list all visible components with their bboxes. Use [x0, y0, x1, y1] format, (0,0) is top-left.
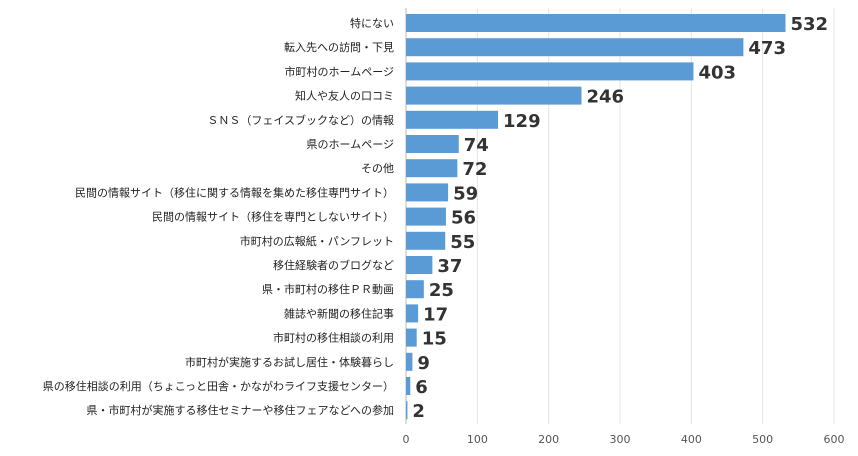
value-label: 55 — [450, 232, 475, 253]
category-label: 市町村が実施するお試し居住・体験暮らし — [185, 355, 394, 369]
category-label: 市町村のホームページ — [285, 64, 394, 78]
bar — [406, 401, 408, 420]
bar — [406, 352, 413, 371]
category-label: 県・市町村の移住ＰＲ動画 — [262, 282, 394, 296]
bar — [406, 14, 786, 32]
x-axis-ticks: 0 100 200 300 400 500 600 — [403, 433, 845, 446]
bar — [406, 304, 419, 323]
bar — [406, 256, 433, 274]
bar — [406, 183, 449, 202]
category-label: 県の移住相談の利用（ちょこっと田舎・かながわライフ支援センター） — [43, 379, 394, 393]
category-label: 民間の情報サイト（移住に関する情報を集めた移住専門サイト） — [75, 185, 394, 199]
value-label: 25 — [429, 280, 454, 301]
bars — [406, 14, 786, 420]
category-label: その他 — [361, 162, 394, 175]
bar — [406, 328, 417, 347]
category-label: 県のホームページ — [307, 138, 394, 151]
value-label: 15 — [422, 329, 447, 350]
bar — [406, 207, 446, 226]
bar — [406, 377, 411, 395]
value-label: 473 — [748, 38, 786, 59]
value-label: 56 — [451, 208, 476, 229]
x-tick-label: 600 — [824, 433, 845, 446]
value-label: 17 — [423, 304, 448, 325]
category-label: 特にない — [350, 16, 394, 30]
x-tick-label: 0 — [403, 433, 410, 446]
bar — [406, 280, 424, 299]
x-tick-label: 400 — [681, 433, 702, 446]
bar — [406, 110, 499, 129]
category-label: 知人や友人の口コミ — [295, 89, 394, 103]
category-label: 転入先への訪問・下見 — [284, 40, 394, 54]
category-label: 市町村の移住相談の利用 — [273, 331, 394, 345]
x-tick-label: 200 — [538, 433, 559, 446]
category-label: 民間の情報サイト（移住を専門としないサイト） — [152, 210, 394, 224]
bar — [406, 159, 458, 178]
value-label: 9 — [417, 353, 430, 374]
x-tick-label: 300 — [610, 433, 631, 446]
value-label: 2 — [412, 401, 425, 422]
value-label: 246 — [586, 87, 624, 108]
category-label: 市町村の広報紙・パンフレット — [240, 234, 394, 248]
category-label: ＳＮＳ（フェイスブックなど）の情報 — [207, 113, 394, 127]
value-label: 403 — [698, 62, 736, 83]
bar — [406, 135, 459, 153]
value-label: 37 — [437, 256, 462, 277]
bar — [406, 62, 694, 81]
bar — [406, 86, 582, 105]
x-tick-label: 100 — [467, 433, 488, 446]
category-label: 移住経験者のブログなど — [273, 258, 394, 272]
bar — [406, 38, 744, 57]
bar — [406, 231, 446, 250]
value-label: 129 — [503, 111, 541, 132]
value-label: 72 — [462, 159, 487, 180]
x-tick-label: 500 — [752, 433, 773, 446]
value-label: 6 — [415, 377, 428, 398]
value-label: 59 — [453, 183, 478, 204]
value-label: 74 — [464, 135, 489, 156]
value-label: 532 — [790, 14, 828, 35]
category-label: 雑誌や新聞の移住記事 — [284, 306, 394, 320]
category-label: 県・市町村が実施する移住セミナーや移住フェアなどへの参加 — [87, 403, 394, 417]
